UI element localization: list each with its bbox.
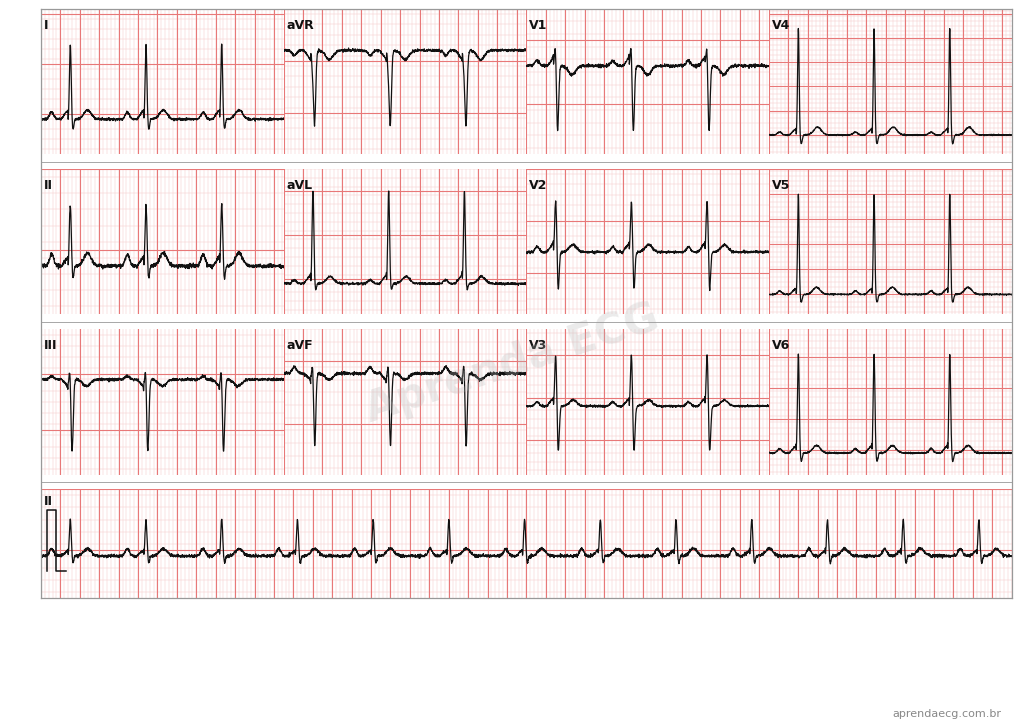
Text: II: II xyxy=(43,179,52,192)
Text: V1: V1 xyxy=(528,19,547,32)
Text: V2: V2 xyxy=(528,179,547,192)
Text: Aprenda ECG: Aprenda ECG xyxy=(359,297,665,431)
Text: V5: V5 xyxy=(771,179,790,192)
Text: V6: V6 xyxy=(771,339,790,352)
Text: III: III xyxy=(43,339,57,352)
Text: aVR: aVR xyxy=(286,19,313,32)
Text: I: I xyxy=(43,19,48,32)
Text: aVL: aVL xyxy=(286,179,312,192)
Text: V4: V4 xyxy=(771,19,790,32)
Text: aVF: aVF xyxy=(286,339,312,352)
Text: aprendaecg.com.br: aprendaecg.com.br xyxy=(893,709,1001,719)
Text: II: II xyxy=(44,495,53,507)
Text: V3: V3 xyxy=(528,339,547,352)
